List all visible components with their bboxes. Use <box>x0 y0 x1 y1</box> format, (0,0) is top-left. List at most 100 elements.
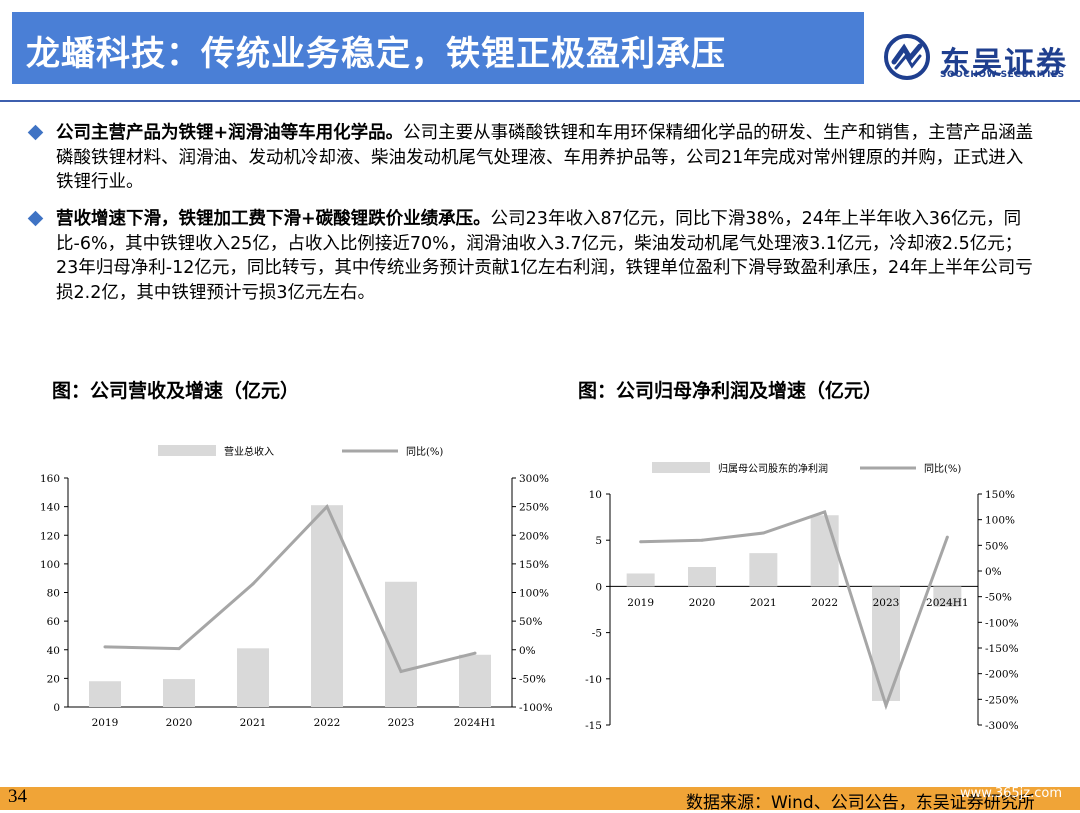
revenue-chart: 0 20 40 60 80 100 120 140 160 -100% -50% 0% 50% 100% 1… <box>40 445 553 729</box>
y-tick-label-right: 0% <box>519 645 536 657</box>
y-tick-label-right: -300% <box>985 720 1019 732</box>
x-tick-label: 2023 <box>873 597 900 609</box>
x-tick-label: 2022 <box>314 717 341 729</box>
bar <box>933 586 962 607</box>
growth-point <box>884 703 888 707</box>
growth-point <box>325 505 329 509</box>
logo-text-en: SOOCHOW SECURITIES <box>940 70 1065 80</box>
legend-bar-label: 归属母公司股东的净利润 <box>718 462 828 475</box>
y-tick-label-right: 100% <box>985 515 1015 527</box>
bar <box>688 566 716 587</box>
diamond-bullet-icon <box>27 210 44 227</box>
header-divider <box>0 100 1080 102</box>
x-tick-label: 2024H1 <box>454 717 497 729</box>
growth-point <box>823 510 827 514</box>
bullet-heading: 公司主营产品为铁锂+润滑油等车用化学品。 <box>56 123 404 143</box>
bullet-body: 公司主要从事磷酸铁锂和车用环保精细化学品的研发、生产和销售，主营产品涵盖磷酸铁锂… <box>56 123 1034 192</box>
y-tick-label-left: 20 <box>47 673 60 685</box>
y-tick-label-right: -100% <box>985 617 1019 629</box>
y-tick-label-right: 200% <box>519 530 549 542</box>
legend-bar-swatch <box>158 445 216 456</box>
y-tick-label-right: -250% <box>985 694 1019 706</box>
bar <box>626 573 655 587</box>
bullet-item: 营收增速下滑，铁锂加工费下滑+碳酸锂跌价业绩承压。公司23年收入87亿元，同比下… <box>27 207 1040 305</box>
y-tick-label-right: 0% <box>985 566 1002 578</box>
y-tick-label-left: 160 <box>40 473 60 485</box>
y-tick-label-right: -200% <box>985 669 1019 681</box>
x-tick-label: 2021 <box>240 717 267 729</box>
bullet-heading: 营收增速下滑，铁锂加工费下滑+碳酸锂跌价业绩承压。 <box>56 209 491 229</box>
diamond-bullet-icon <box>27 124 44 141</box>
growth-point <box>761 531 765 535</box>
bar <box>810 515 839 587</box>
growth-point <box>251 582 255 586</box>
bar <box>237 648 269 707</box>
title-bar: 龙蟠科技：传统业务稳定，铁锂正极盈利承压 <box>12 12 864 84</box>
x-tick-label: 2023 <box>388 717 415 729</box>
page-number: 34 <box>8 786 27 807</box>
y-tick-label-left: 5 <box>595 535 602 547</box>
data-source: 数据来源：Wind、公司公告，东吴证券研究所 <box>686 793 1035 813</box>
growth-point <box>103 645 107 649</box>
bullet-text: 营收增速下滑，铁锂加工费下滑+碳酸锂跌价业绩承压。公司23年收入87亿元，同比下… <box>56 207 1040 305</box>
bar <box>163 679 195 707</box>
footer-bar <box>0 787 1080 810</box>
y-tick-label-left: 120 <box>40 530 60 542</box>
soochow-logo-icon <box>884 34 930 80</box>
x-tick-label: 2019 <box>627 597 654 609</box>
y-tick-label-left: 0 <box>595 581 602 593</box>
chart-title-profit: 图：公司归母净利润及增速（亿元） <box>578 380 883 402</box>
y-tick-label-left: 40 <box>47 645 60 657</box>
x-tick-label: 2020 <box>166 717 193 729</box>
y-tick-label-right: 50% <box>985 540 1008 552</box>
growth-point <box>473 651 477 655</box>
y-tick-label-right: 300% <box>519 473 549 485</box>
y-tick-label-right: -50% <box>985 592 1012 604</box>
growth-point <box>177 647 181 651</box>
y-tick-label-left: 10 <box>589 489 602 501</box>
growth-point <box>945 535 949 539</box>
logo-text-cn: 东吴证券 <box>940 46 1068 81</box>
x-tick-label: 2022 <box>811 597 838 609</box>
brand-logo: 东吴证券 SOOCHOW SECURITIES <box>884 34 1074 82</box>
bullet-item: 公司主营产品为铁锂+润滑油等车用化学品。公司主要从事磷酸铁锂和车用环保精细化学品… <box>27 121 1040 195</box>
y-tick-label-left: 140 <box>40 502 60 514</box>
net-profit-chart: -15 -10 -5 0 5 10 -300% -250% -200% -150% -100% -50… <box>585 462 1019 732</box>
page-title: 龙蟠科技：传统业务稳定，铁锂正极盈利承压 <box>26 34 726 74</box>
y-tick-label-left: -15 <box>585 720 602 732</box>
chart-title-revenue: 图：公司营收及增速（亿元） <box>52 380 300 402</box>
bar <box>89 681 121 707</box>
x-tick-label: 2021 <box>750 597 777 609</box>
bullet-body: 公司23年收入87亿元，同比下滑38%，24年上半年收入36亿元，同比-6%，其… <box>56 209 1033 303</box>
y-tick-label-left: -5 <box>592 628 602 640</box>
y-tick-label-right: -150% <box>985 643 1019 655</box>
bar <box>311 505 343 707</box>
y-tick-label-right: 50% <box>519 616 542 628</box>
x-tick-label: 2024H1 <box>926 597 969 609</box>
legend-bar-label: 营业总收入 <box>224 445 274 458</box>
bar <box>749 553 778 587</box>
growth-point <box>639 540 643 544</box>
y-tick-label-left: 60 <box>47 616 60 628</box>
growth-line <box>640 510 949 711</box>
y-tick-label-left: -10 <box>585 674 602 686</box>
bar <box>459 654 491 707</box>
growth-line <box>104 503 476 674</box>
y-tick-label-right: 250% <box>519 502 549 514</box>
legend-bar-swatch <box>652 462 710 473</box>
y-tick-label-right: 150% <box>985 489 1015 501</box>
y-tick-label-left: 80 <box>47 588 60 600</box>
y-tick-label-right: 150% <box>519 559 549 571</box>
y-tick-label-left: 100 <box>40 559 60 571</box>
x-tick-label: 2019 <box>92 717 119 729</box>
y-tick-label-right: -50% <box>519 673 546 685</box>
y-tick-label-right: -100% <box>519 702 553 714</box>
y-tick-label-left: 0 <box>53 702 60 714</box>
legend-line-label: 同比(%) <box>924 463 961 475</box>
x-tick-label: 2020 <box>689 597 716 609</box>
bullet-text: 公司主营产品为铁锂+润滑油等车用化学品。公司主要从事磷酸铁锂和车用环保精细化学品… <box>56 121 1040 195</box>
watermark: www.365jz.com <box>960 786 1062 801</box>
growth-point <box>700 538 704 542</box>
y-tick-label-right: 100% <box>519 588 549 600</box>
legend-line-label: 同比(%) <box>406 446 443 458</box>
